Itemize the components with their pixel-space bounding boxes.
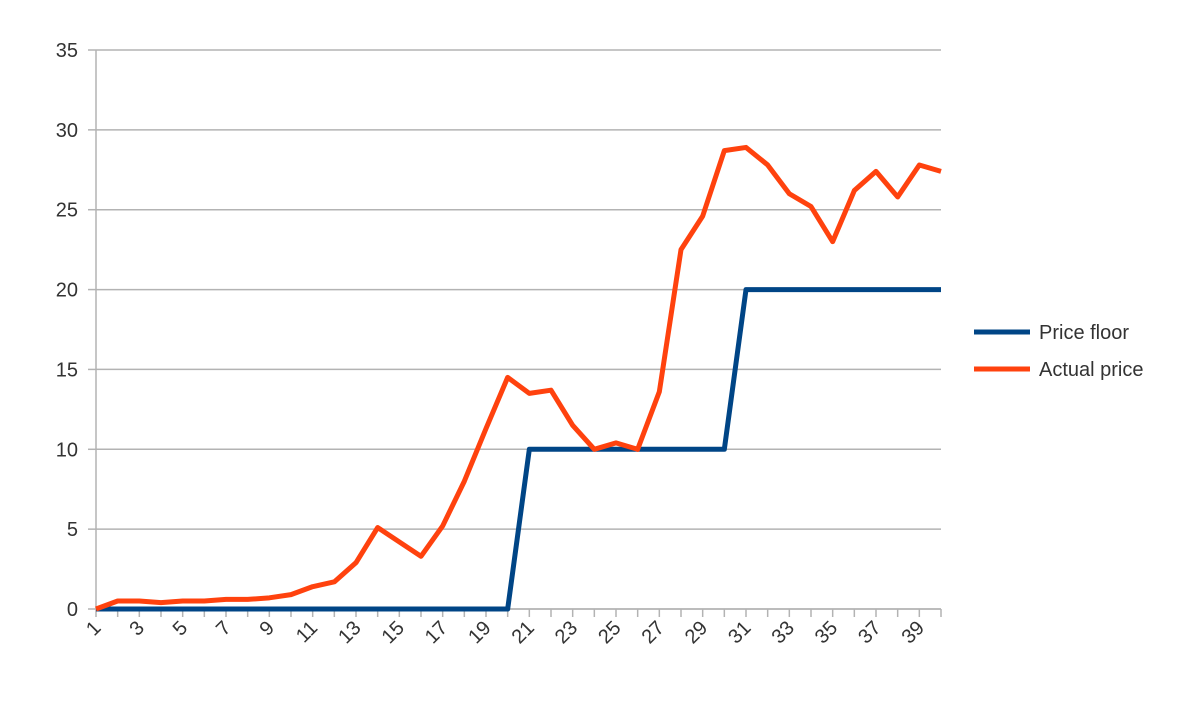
legend-label: Price floor [1039, 322, 1129, 344]
x-tick-label: 3 [125, 617, 148, 640]
x-tick-label: 39 [898, 617, 929, 648]
x-tick-label: 33 [768, 617, 799, 648]
x-tick-label: 25 [594, 617, 625, 648]
x-tick-label: 15 [378, 617, 409, 648]
x-tick-label: 35 [811, 617, 842, 648]
x-tick-label: 21 [508, 617, 539, 648]
x-tick-label: 9 [255, 617, 278, 640]
x-tick-label: 7 [212, 617, 235, 640]
y-tick-label: 25 [56, 200, 78, 222]
y-tick-label: 0 [67, 599, 78, 621]
x-tick-label: 37 [854, 617, 885, 648]
x-tick-label: 27 [638, 617, 669, 648]
y-tick-label: 5 [67, 519, 78, 541]
line-series [95, 144, 942, 612]
legend-label: Actual price [1039, 359, 1144, 381]
x-tick-label: 1 [82, 617, 105, 640]
y-tick-label: 30 [56, 120, 78, 142]
x-tick-label: 17 [421, 617, 452, 648]
x-tick-label: 29 [681, 617, 712, 648]
line-series [96, 287, 941, 612]
x-tick-label: 11 [292, 617, 322, 647]
x-tick-label: 31 [724, 617, 755, 648]
x-tick-label: 23 [551, 617, 582, 648]
y-tick-label: 10 [56, 439, 78, 461]
y-tick-label: 20 [56, 280, 78, 302]
y-tick-label: 15 [56, 359, 78, 381]
x-tick-label: 5 [169, 617, 192, 640]
y-tick-label: 35 [56, 40, 78, 62]
x-tick-label: 19 [464, 617, 495, 648]
x-tick-label: 13 [334, 617, 365, 648]
